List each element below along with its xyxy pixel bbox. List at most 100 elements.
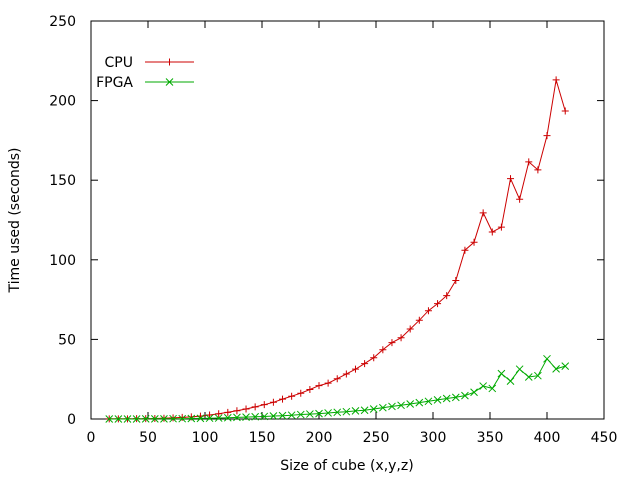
plot-frame (90, 20, 605, 420)
data-point-cpu (324, 379, 332, 387)
y-axis-label: Time used (seconds) (7, 148, 23, 294)
data-point-fpga (251, 412, 260, 421)
data-point-fpga (187, 414, 196, 423)
data-point-fpga (233, 413, 241, 422)
data-point-fpga (269, 412, 278, 420)
data-point-fpga (150, 414, 159, 423)
y-tick-label: 150 (49, 173, 76, 189)
data-point-fpga (461, 391, 469, 400)
data-point-cpu (315, 382, 323, 390)
data-point-cpu (206, 411, 214, 419)
x-tick-label: 400 (534, 430, 561, 446)
data-point-cpu (178, 413, 186, 421)
x-tick-label: 250 (363, 430, 390, 446)
legend: CPU FPGA (96, 55, 194, 91)
data-point-fpga (132, 415, 141, 423)
data-point-cpu (370, 354, 378, 362)
x-axis-label: Size of cube (x,y,z) (280, 458, 413, 474)
data-point-cpu (488, 228, 496, 236)
data-point-fpga (534, 371, 542, 380)
data-point-fpga (488, 384, 497, 393)
data-point-cpu (516, 195, 524, 203)
series-line-fpga (109, 357, 566, 420)
x-tick-label: 450 (591, 430, 618, 446)
data-point-cpu (342, 370, 350, 378)
data-point-fpga (315, 409, 323, 418)
data-point-fpga (424, 397, 433, 406)
data-point-fpga (433, 396, 442, 404)
data-point-fpga (561, 362, 570, 370)
data-point-fpga (169, 414, 177, 423)
series-cpu (105, 76, 569, 423)
data-point-fpga (105, 415, 114, 423)
data-point-fpga (515, 365, 524, 374)
data-point-cpu (269, 398, 277, 406)
data-point-fpga (543, 354, 551, 363)
data-point-cpu (470, 238, 478, 246)
data-point-fpga (260, 412, 269, 421)
data-point-cpu (543, 132, 551, 140)
data-point-fpga (324, 409, 332, 417)
data-point-fpga (114, 415, 123, 423)
data-point-fpga (214, 414, 223, 422)
data-point-cpu (424, 307, 432, 315)
x-tick-label: 0 (87, 430, 96, 446)
legend-label-cpu: CPU (105, 55, 133, 71)
data-point-cpu (507, 175, 515, 183)
data-point-fpga (524, 373, 533, 381)
data-point-fpga (123, 415, 132, 423)
data-point-cpu (306, 386, 314, 394)
data-point-fpga (406, 400, 415, 408)
data-point-cpu (288, 392, 296, 400)
data-point-fpga (470, 388, 478, 397)
x-tick-label: 100 (192, 430, 219, 446)
data-point-fpga (378, 403, 387, 412)
data-point-fpga (360, 406, 369, 415)
data-point-fpga (278, 411, 287, 420)
data-point-cpu (215, 410, 223, 418)
y-tick-label: 200 (49, 94, 76, 110)
data-point-cpu (461, 246, 469, 254)
data-point-fpga (451, 393, 460, 402)
data-point-fpga (223, 413, 232, 422)
y-tick-label: 250 (49, 14, 76, 30)
legend-marker-fpga (165, 78, 174, 86)
y-tick-label: 0 (67, 412, 76, 428)
data-point-fpga (287, 411, 296, 420)
data-point-fpga (333, 408, 342, 417)
y-tick-label: 100 (49, 253, 76, 269)
x-tick-labels: 0 50 100 150 200 250 300 350 400 450 (87, 430, 618, 446)
data-point-fpga (415, 398, 424, 407)
data-point-fpga (351, 407, 360, 415)
data-point-fpga (296, 410, 305, 419)
data-point-fpga (178, 414, 187, 423)
data-point-fpga (369, 405, 378, 413)
data-point-cpu (415, 316, 423, 324)
data-point-cpu (406, 325, 414, 333)
x-tick-label: 150 (249, 430, 276, 446)
x-tick-label: 300 (420, 430, 447, 446)
data-point-fpga (342, 407, 351, 416)
legend-marker-cpu (166, 58, 173, 66)
data-point-fpga (160, 414, 168, 423)
data-point-cpu (552, 76, 560, 84)
data-point-fpga (479, 382, 488, 390)
data-point-cpu (479, 209, 487, 217)
series-group (105, 76, 570, 423)
data-point-cpu (169, 414, 177, 422)
data-point-fpga (242, 413, 250, 421)
data-point-cpu (333, 375, 341, 383)
data-point-cpu (497, 223, 505, 231)
data-point-cpu (242, 405, 250, 413)
data-point-cpu (534, 166, 542, 174)
data-point-cpu (525, 158, 533, 166)
data-point-cpu (561, 107, 569, 115)
data-point-fpga (506, 377, 515, 385)
x-tick-label: 200 (306, 430, 333, 446)
series-fpga (105, 354, 570, 423)
data-point-fpga (141, 414, 150, 423)
data-point-cpu (388, 339, 396, 347)
data-point-fpga (388, 402, 396, 411)
series-line-cpu (109, 79, 566, 420)
